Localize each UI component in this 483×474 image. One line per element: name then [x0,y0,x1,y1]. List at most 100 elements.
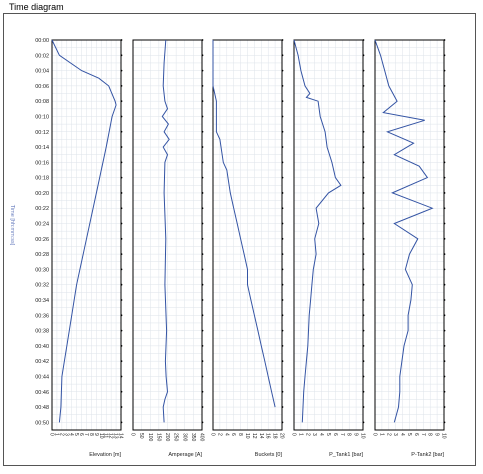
x-tick-label: 250 [173,433,179,442]
x-tick-label: 5 [73,433,79,436]
x-tick-label: 6 [332,433,338,436]
x-tick-label: 50 [138,433,144,439]
x-tick-label: 9 [93,433,99,436]
x-tick-label: 13 [113,433,119,439]
x-axis-label: Amperage [A] [168,452,202,458]
time-tick-label: 00:20 [35,191,49,197]
x-tick-label: 7 [339,433,345,436]
panel-3: 0 2 4 6 8 10 12 14 16 18 20 Buckets [0] [210,39,285,458]
time-tick-label: 00:08 [35,99,49,105]
time-tick-label: 00:22 [35,206,49,212]
x-tick-label: 12 [108,433,114,439]
x-axis-label: Buckets [0] [255,452,283,458]
x-tick-label: 12 [251,433,257,439]
time-tick-label: 00:12 [35,130,49,136]
x-tick-label: 10 [98,433,104,439]
x-tick-label: 6 [230,433,236,436]
x-tick-label: 5 [325,433,331,436]
time-tick-label: 00:36 [35,313,49,319]
panel-frame [132,39,203,431]
x-tick-label: 6 [78,433,84,436]
x-tick-label: 8 [346,433,352,436]
series-line [161,39,170,423]
x-tick-label: 10 [441,433,447,439]
time-tick-label: 00:26 [35,237,49,243]
x-tick-label: 9 [434,433,440,436]
time-tick-label: 00:40 [35,344,49,350]
x-tick-label: 4 [318,433,324,436]
x-tick-label: 14 [258,433,264,439]
x-tick-label: 8 [88,433,94,436]
time-tick-label: 00:30 [35,267,49,273]
time-tick-label: 00:02 [35,53,49,59]
panel-4: 0 1 2 3 4 5 6 7 8 9 10 P_Tank1 [bar] [291,39,366,458]
x-tick-label: 200 [164,433,170,442]
time-tick-label: 00:50 [35,420,49,426]
series-line [374,39,434,423]
series-line [293,39,342,423]
time-tick-label: 00:00 [35,38,49,44]
panel-frame [212,39,283,431]
x-tick-label: 0 [49,433,55,436]
x-tick-label: 4 [399,433,405,436]
x-tick-label: 3 [311,433,317,436]
x-tick-label: 300 [181,433,187,442]
time-tick-label: 00:16 [35,160,49,166]
x-tick-label: 1 [297,433,303,436]
series-line [51,39,117,423]
time-tick-label: 00:14 [35,145,49,151]
time-tick-label: 00:18 [35,176,49,182]
x-axis-label: Elevation [m] [89,452,121,458]
x-axis-label: P-Tank2 [bar] [411,452,444,458]
x-tick-label: 8 [237,433,243,436]
page-title: Time diagram [9,2,64,12]
x-tick-label: 100 [147,433,153,442]
x-tick-label: 18 [272,433,278,439]
outer-border [3,13,476,466]
x-tick-label: 9 [353,433,359,436]
x-tick-label: 2 [304,433,310,436]
x-tick-label: 2 [385,433,391,436]
x-tick-label: 1 [53,433,59,436]
time-tick-label: 00:46 [35,390,49,396]
x-tick-label: 14 [118,433,124,439]
time-tick-label: 00:04 [35,69,49,75]
x-tick-label: 11 [103,433,109,438]
x-tick-label: 5 [406,433,412,436]
x-tick-label: 4 [223,433,229,436]
x-tick-label: 7 [420,433,426,436]
x-tick-label: 150 [155,433,161,442]
panel-2: 0 50 100 150 200 250 300 350 400 Amperage [A] [130,39,205,458]
time-tick-label: 00:28 [35,252,49,258]
time-tick-label: 00:42 [35,359,49,365]
x-tick-label: 1 [378,433,384,436]
series-line [212,40,276,408]
panel-5: 0 1 2 3 4 5 6 7 8 9 10 P-Tank2 [bar] [372,39,447,458]
x-tick-label: 400 [199,433,205,442]
x-tick-label: 4 [68,433,74,436]
x-tick-label: 3 [392,433,398,436]
panel-frame [51,39,122,431]
panel-frame [293,39,364,431]
x-tick-label: 16 [265,433,271,439]
time-tick-label: 00:44 [35,374,49,380]
time-tick-label: 00:32 [35,283,49,289]
x-tick-label: 20 [279,433,285,439]
x-tick-label: 350 [190,433,196,442]
x-tick-label: 2 [216,433,222,436]
x-tick-label: 0 [291,433,297,436]
panel-frame [374,39,445,431]
x-tick-label: 10 [244,433,250,439]
x-tick-label: 3 [63,433,69,436]
time-tick-label: 00:34 [35,298,49,304]
x-tick-label: 10 [360,433,366,439]
x-tick-label: 7 [83,433,89,436]
x-tick-label: 6 [413,433,419,436]
time-tick-label: 00:48 [35,405,49,411]
x-tick-label: 0 [210,433,216,436]
x-tick-label: 0 [130,433,136,436]
x-tick-label: 2 [58,433,64,436]
